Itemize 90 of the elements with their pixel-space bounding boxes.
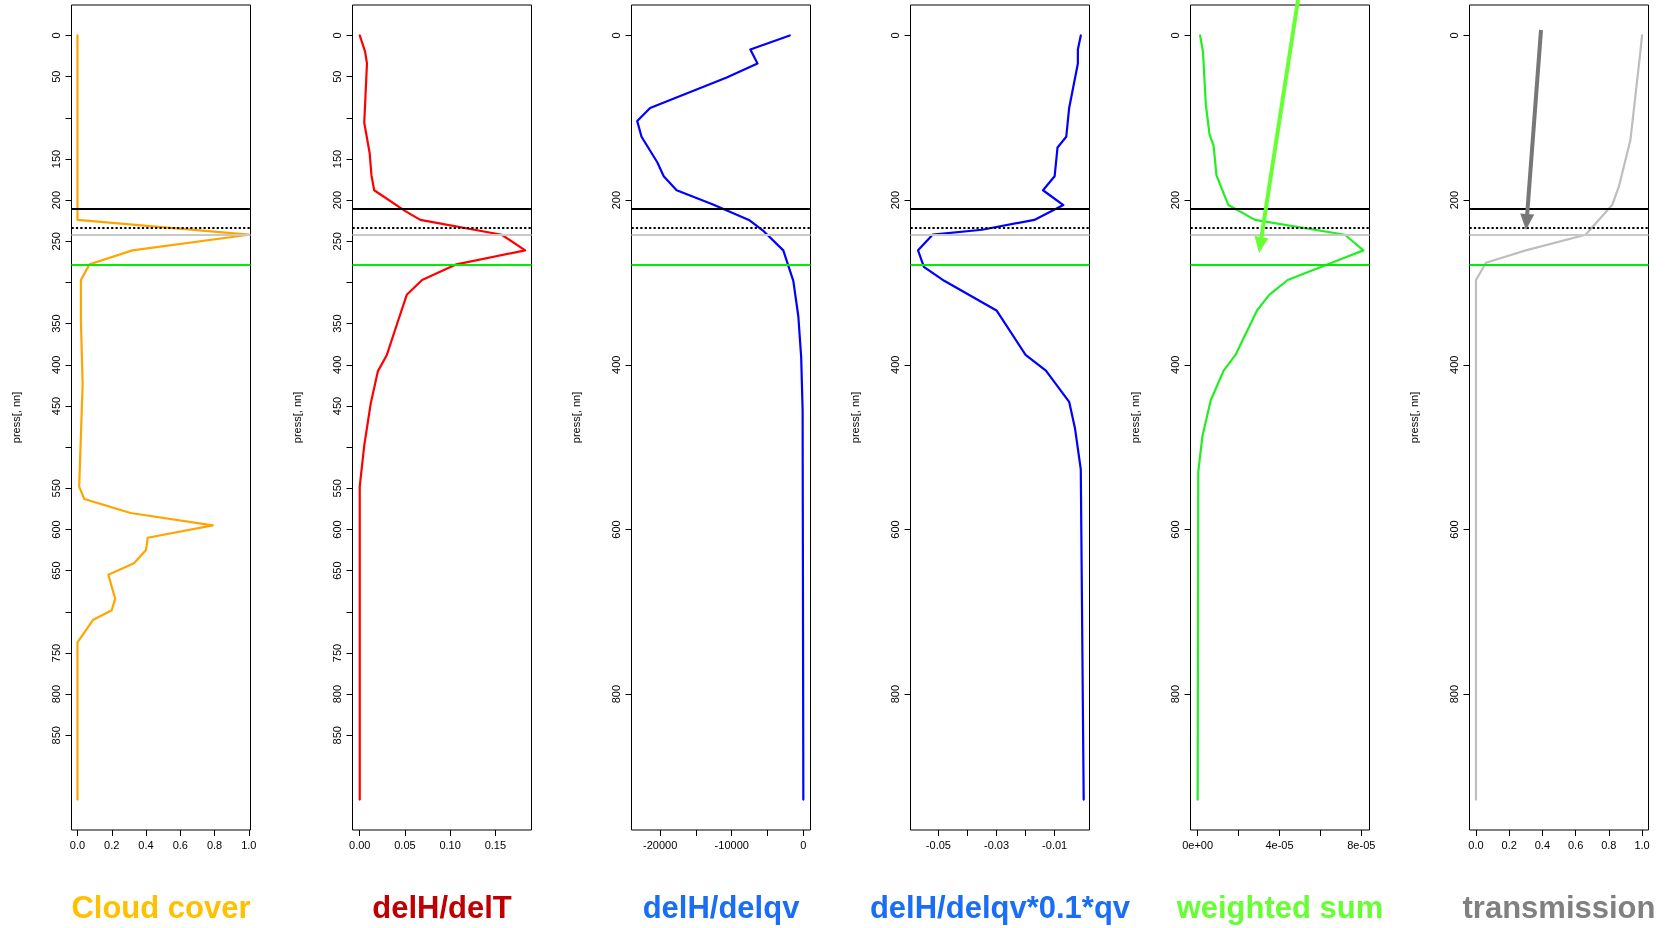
- y-tick-label: 600: [1448, 520, 1460, 539]
- y-tick-label: 0: [610, 32, 622, 39]
- y-tick-label: 450: [330, 396, 343, 416]
- x-tick-label: 0.2: [1501, 838, 1517, 851]
- y-tick-label: 400: [888, 355, 901, 374]
- y-tick-label: 0: [1169, 32, 1181, 39]
- x-tick-label: 0.2: [104, 838, 120, 851]
- y-tick-label: 800: [1169, 684, 1181, 704]
- x-axis-title: weighted sum: [1175, 890, 1384, 925]
- x-tick-label: -0.01: [1041, 838, 1067, 851]
- x-tick-label: 0.4: [138, 838, 154, 851]
- y-tick-label: 200: [330, 190, 343, 210]
- x-tick-label: 0.8: [206, 838, 223, 851]
- y-tick-label: 550: [330, 479, 343, 498]
- x-axis-title: delH/delT: [371, 890, 512, 925]
- y-tick-label: 200: [1448, 190, 1460, 210]
- y-tick-label: 600: [50, 520, 62, 539]
- y-axis-title: press[, nn]: [10, 391, 22, 444]
- y-tick-label: 850: [330, 726, 343, 745]
- x-axis-title: delH/delqv: [642, 890, 801, 925]
- y-axis-title: press[, nn]: [1408, 391, 1420, 444]
- y-tick-label: 800: [1448, 684, 1460, 704]
- y-tick-label: 350: [50, 314, 62, 333]
- y-tick-label: 0: [50, 32, 62, 39]
- y-tick-label: 550: [50, 479, 62, 498]
- x-tick-label: 0.00: [348, 838, 370, 851]
- y-axis-title: press[, nn]: [570, 391, 582, 444]
- x-tick-label: 0.0: [69, 838, 86, 851]
- y-tick-label: 850: [50, 726, 62, 745]
- x-tick-label: 8e-05: [1347, 838, 1376, 851]
- y-tick-label: 800: [50, 684, 62, 704]
- y-axis-title: press[, nn]: [1129, 391, 1141, 444]
- y-tick-label: 200: [1169, 190, 1181, 210]
- x-axis-title: transmission: [1462, 890, 1656, 925]
- y-tick-label: 0: [330, 32, 343, 39]
- x-tick-label: 1.0: [1634, 838, 1650, 851]
- y-tick-label: 200: [50, 190, 62, 210]
- x-axis-title: Cloud cover: [71, 890, 251, 925]
- y-tick-label: 0: [1448, 32, 1460, 39]
- line-series: [916, 34, 1085, 801]
- y-tick-label: 450: [50, 396, 62, 416]
- x-tick-label: 0: [800, 838, 807, 851]
- x-tick-label: -20000: [643, 838, 678, 851]
- y-tick-label: 350: [330, 314, 343, 333]
- y-tick-label: 650: [50, 561, 62, 580]
- x-tick-label: -10000: [714, 838, 749, 851]
- y-tick-label: 200: [610, 190, 622, 210]
- x-tick-label: 0.6: [172, 838, 188, 851]
- x-tick-label: 0.15: [484, 838, 506, 851]
- y-tick-label: 750: [330, 643, 343, 663]
- y-tick-label: 750: [50, 643, 62, 663]
- x-tick-label: 1.0: [241, 838, 257, 851]
- x-axis-title: delH/delqv*0.1*qv: [869, 890, 1131, 925]
- y-tick-label: 150: [330, 149, 343, 169]
- x-tick-label: -0.03: [983, 838, 1009, 851]
- y-tick-label: 250: [330, 232, 343, 251]
- y-axis-title: press[, nn]: [290, 391, 303, 444]
- x-tick-label: 0.05: [393, 838, 416, 851]
- y-tick-label: 250: [50, 232, 62, 251]
- line-series: [636, 34, 805, 801]
- line-series: [358, 34, 526, 801]
- line-series: [1196, 34, 1365, 801]
- x-tick-label: 4e-05: [1265, 838, 1294, 851]
- y-tick-label: 150: [50, 149, 62, 169]
- y-tick-label: 600: [610, 520, 622, 539]
- y-tick-label: 400: [50, 355, 62, 374]
- y-tick-label: 200: [888, 190, 901, 210]
- y-axis-title: press[, nn]: [848, 391, 861, 444]
- y-tick-label: 600: [888, 520, 901, 539]
- y-tick-label: 50: [50, 70, 62, 83]
- y-tick-label: 400: [330, 355, 343, 374]
- y-tick-label: 50: [330, 70, 343, 83]
- y-tick-label: 600: [330, 520, 343, 539]
- y-tick-label: 600: [1169, 520, 1181, 539]
- y-tick-label: 400: [1448, 355, 1460, 374]
- y-tick-label: 800: [610, 684, 622, 704]
- y-tick-label: 650: [330, 561, 343, 580]
- y-tick-label: 800: [330, 684, 343, 704]
- x-tick-label: 0.6: [1567, 838, 1584, 851]
- y-tick-label: 800: [888, 684, 901, 704]
- x-tick-label: -0.05: [925, 838, 951, 851]
- x-tick-label: 0e+00: [1182, 838, 1214, 851]
- x-tick-label: 0.10: [438, 838, 461, 851]
- y-tick-label: 0: [888, 32, 901, 39]
- x-tick-label: 0.0: [1468, 838, 1484, 851]
- y-tick-label: 400: [610, 355, 622, 374]
- line-series: [76, 34, 250, 801]
- x-tick-label: 0.8: [1601, 838, 1617, 851]
- y-tick-label: 400: [1169, 355, 1181, 374]
- x-tick-label: 0.4: [1534, 838, 1551, 851]
